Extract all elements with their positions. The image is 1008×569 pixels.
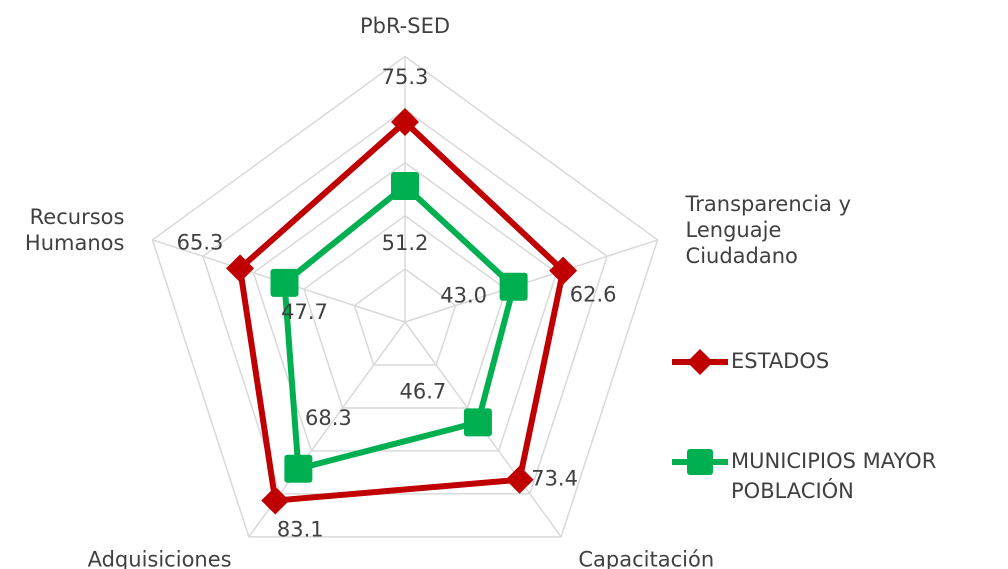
series-line: [237, 119, 567, 504]
grid-ring: [303, 214, 507, 409]
legend-marker: [687, 349, 713, 375]
data-label: 47.7: [281, 300, 328, 324]
spoke: [404, 239, 658, 323]
data-label: 73.4: [531, 467, 578, 491]
category-label: Adquisiciones: [88, 548, 232, 569]
marker: [261, 486, 290, 515]
legend-label: ESTADOS: [731, 349, 829, 373]
marker: [391, 172, 419, 201]
marker: [270, 268, 299, 297]
category-label: Recursos Humanos: [25, 205, 125, 255]
category-label: PbR-SED: [360, 14, 450, 38]
grid-ring: [353, 267, 457, 366]
marker: [284, 454, 313, 483]
data-label: 43.0: [440, 284, 487, 308]
legend-label: MUNICIPIOS MAYOR POBLACIÓN: [731, 449, 936, 503]
marker: [549, 256, 578, 285]
data-label: 83.1: [277, 518, 324, 542]
category-label: Capacitación: [578, 548, 714, 569]
series-line: [281, 183, 517, 472]
legend-marker: [687, 449, 713, 475]
data-label: 68.3: [305, 406, 352, 430]
marker: [226, 254, 255, 283]
marker: [505, 465, 534, 494]
data-label: 46.7: [400, 379, 447, 403]
data-label: 65.3: [177, 230, 224, 254]
grid-ring: [202, 108, 608, 495]
data-label: 51.2: [382, 231, 429, 255]
marker: [391, 108, 419, 137]
data-label: 75.3: [382, 65, 429, 89]
marker: [499, 272, 528, 301]
data-label: 62.6: [570, 283, 617, 307]
category-label: Transparencia y Lenguaje Ciudadano: [685, 192, 851, 268]
grid-ring: [151, 55, 659, 538]
marker: [463, 408, 492, 437]
grid-ring: [252, 161, 558, 452]
